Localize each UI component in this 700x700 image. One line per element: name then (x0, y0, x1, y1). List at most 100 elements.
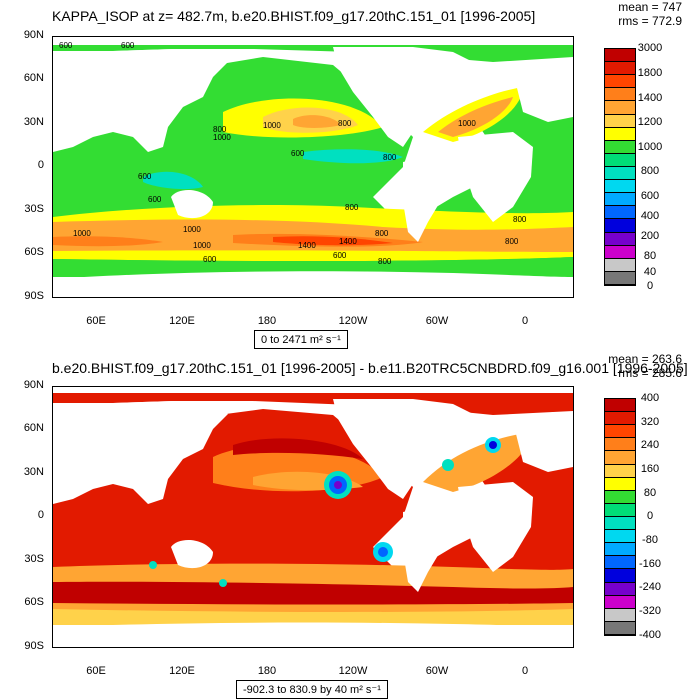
colorbar-swatch (605, 271, 635, 285)
colorbar-label: 160 (640, 463, 660, 475)
map-plot-area: 600 600 1000 800 1000 800 600 1000 600 8… (52, 36, 574, 298)
colorbar-swatch (605, 464, 635, 478)
colorbar-swatch (605, 153, 635, 167)
colorbar-swatch (605, 167, 635, 181)
lat-label: 60S (24, 246, 44, 258)
lat-label: 60S (24, 596, 44, 608)
mean-value: mean = 263.6 (608, 352, 682, 366)
colorbar-swatch (605, 219, 635, 233)
colorbar-swatch (605, 543, 635, 557)
difference-field-map (53, 387, 573, 647)
contour-label: 1000 (193, 241, 211, 250)
colorbar-swatch (605, 582, 635, 596)
lon-label: 60W (425, 665, 449, 677)
contour-label: 600 (121, 41, 135, 50)
colorbar-swatch (605, 412, 635, 426)
colorbar-label: 40 (643, 266, 657, 278)
contour-label: 800 (378, 257, 392, 266)
colorbar-label: 1000 (637, 141, 663, 153)
colorbar-swatch (605, 438, 635, 452)
contour-label: 600 (333, 251, 347, 260)
lat-label: 90S (24, 640, 44, 652)
colorbar-label: -160 (638, 558, 662, 570)
colorbar-label: 3000 (637, 42, 663, 54)
colorbar-swatch (605, 140, 635, 154)
colorbar-label: 600 (640, 190, 660, 202)
contour-label: 800 (375, 229, 389, 238)
contour-label: 1000 (213, 133, 231, 142)
colorbar-swatch (605, 206, 635, 220)
colorbar-swatch (605, 569, 635, 583)
colorbar-label: 1800 (637, 67, 663, 79)
contour-label: 800 (505, 237, 519, 246)
colorbar-label: 0 (646, 280, 654, 292)
lon-label: 120W (338, 665, 368, 677)
lon-label: 0 (521, 665, 529, 677)
rms-value: rms = 772.9 (618, 14, 682, 28)
colorbar-swatch (605, 517, 635, 531)
contour-label: 1400 (298, 241, 316, 250)
colorbar-label: 80 (643, 487, 657, 499)
lat-label: 30S (24, 553, 44, 565)
lon-label: 180 (257, 315, 277, 327)
colorbar-swatch (605, 245, 635, 259)
colorbar-swatch (605, 451, 635, 465)
colorbar-label: 320 (640, 416, 660, 428)
contour-label: 1000 (73, 229, 91, 238)
contour-label: 800 (338, 119, 352, 128)
lat-label: 30S (24, 203, 44, 215)
colorbar-label: 800 (640, 165, 660, 177)
colorbar-label: 80 (643, 250, 657, 262)
colorbar-swatch (605, 180, 635, 194)
colorbar-label: -320 (638, 605, 662, 617)
map-title: b.e20.BHIST.f09_g17.20thC.151_01 [1996-2… (52, 360, 688, 376)
lon-label: 120E (169, 665, 195, 677)
lon-label: 0 (521, 315, 529, 327)
colorbar-swatch (605, 556, 635, 570)
colorbar-label: -240 (638, 581, 662, 593)
colorbar-swatch (605, 193, 635, 207)
colorbar-swatch (605, 477, 635, 491)
contour-label: 600 (59, 41, 73, 50)
colorbar-swatch (605, 490, 635, 504)
lat-label: 90S (24, 290, 44, 302)
contour-label: 600 (291, 149, 305, 158)
mean-stat: mean = 747 rms = 772.9 (618, 0, 682, 28)
lon-label: 180 (257, 665, 277, 677)
lon-label: 60E (86, 665, 106, 677)
mean-stat: mean = 263.6 rms = 285.6 (608, 352, 682, 380)
contour-label: 1000 (183, 225, 201, 234)
lat-label: 60N (23, 422, 44, 434)
map-title: KAPPA_ISOP at z= 482.7m, b.e20.BHIST.f09… (52, 8, 536, 24)
colorbar-swatch (605, 503, 635, 517)
lat-label: 30N (23, 116, 44, 128)
lon-label: 120W (338, 315, 368, 327)
contour-label: 600 (138, 172, 152, 181)
lat-label: 30N (23, 466, 44, 478)
lat-label: 0 (37, 509, 44, 521)
colorbar-label: 240 (640, 439, 660, 451)
contour-label: 800 (345, 203, 359, 212)
colorbar (604, 398, 636, 636)
contour-label: 600 (203, 255, 217, 264)
lon-label: 120E (169, 315, 195, 327)
colorbar-label: -80 (642, 534, 658, 546)
colorbar-swatch (605, 114, 635, 128)
colorbar-swatch (605, 62, 635, 76)
colorbar (604, 48, 636, 286)
contour-label: 1000 (458, 119, 476, 128)
colorbar-swatch (605, 425, 635, 439)
colorbar-swatch (605, 595, 635, 609)
ocean-field-map (53, 37, 573, 297)
colorbar-swatch (605, 621, 635, 635)
contour-label: 800 (213, 125, 227, 134)
colorbar-swatch (605, 258, 635, 272)
contour-label: 600 (148, 195, 162, 204)
contour-label: 1000 (263, 121, 281, 130)
lat-label: 60N (23, 72, 44, 84)
lat-label: 0 (37, 159, 44, 171)
colorbar-swatch (605, 608, 635, 622)
colorbar-label: 400 (640, 392, 660, 404)
colorbar-swatch (605, 88, 635, 102)
colorbar-label: 400 (640, 210, 660, 222)
